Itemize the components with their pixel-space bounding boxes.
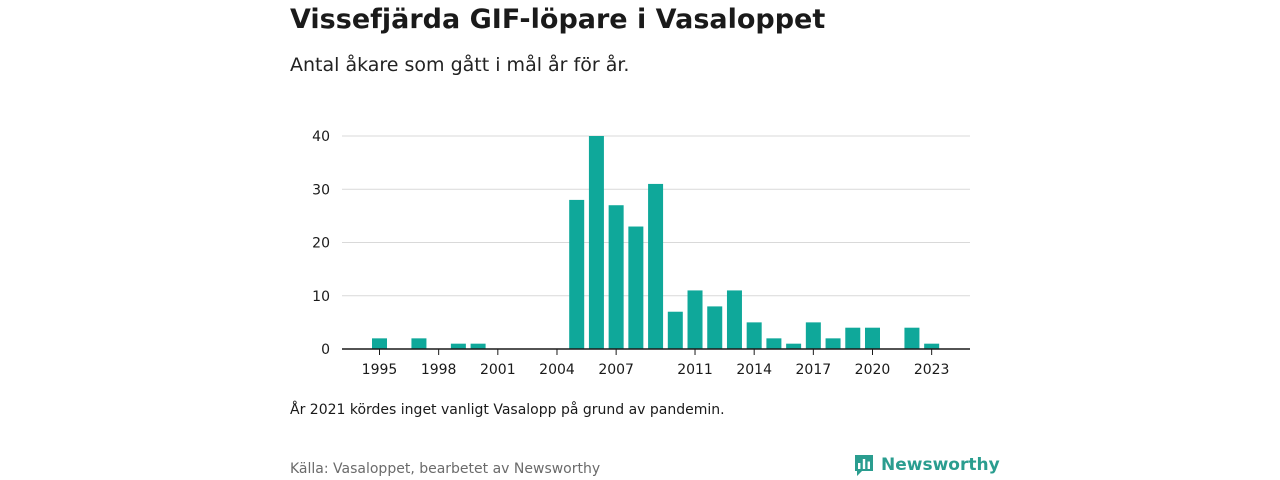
- bar: [766, 338, 782, 349]
- y-tick-label: 30: [312, 182, 330, 198]
- bar: [825, 338, 841, 349]
- source-text: Källa: Vasaloppet, bearbetet av Newswort…: [290, 461, 601, 477]
- brand-name: Newsworthy: [881, 455, 1000, 475]
- bar: [588, 136, 604, 349]
- bar: [667, 311, 683, 349]
- bar: [569, 199, 585, 349]
- bar: [746, 322, 762, 349]
- bar: [726, 290, 742, 349]
- chart-title: Vissefjärda GIF-löpare i Vasaloppet: [290, 4, 826, 35]
- x-tick-label: 2023: [914, 362, 950, 378]
- x-tick-label: 2007: [598, 362, 634, 378]
- newsworthy-logo-icon: [855, 455, 873, 476]
- bar: [924, 343, 940, 349]
- bar-chart: 0 10 20 30 40 1995 1998 2001 2004 2007 2011 2014 201…: [312, 129, 970, 378]
- chart-note: År 2021 kördes inget vanligt Vasalopp på…: [290, 402, 725, 418]
- bar: [865, 327, 880, 349]
- x-tick-label: 2017: [796, 362, 832, 378]
- bar: [372, 338, 387, 349]
- x-tick-label: 2014: [736, 362, 772, 378]
- bar: [470, 343, 486, 349]
- bar: [450, 343, 466, 349]
- chart-subtitle: Antal åkare som gått i mål år för år.: [290, 54, 630, 76]
- x-tick-label: 2004: [539, 362, 575, 378]
- x-tick-label: 2001: [480, 362, 516, 378]
- bar: [805, 322, 821, 349]
- bar: [786, 343, 802, 349]
- x-tick-label: 1995: [362, 362, 398, 378]
- y-tick-label: 40: [312, 129, 330, 145]
- x-tick-label: 1998: [421, 362, 457, 378]
- bar: [687, 290, 703, 349]
- bar: [904, 327, 920, 349]
- bar: [707, 306, 723, 349]
- bar: [845, 327, 861, 349]
- brand-logo: Newsworthy: [853, 452, 1000, 478]
- y-tick-label: 10: [312, 289, 330, 305]
- chart-container: Vissefjärda GIF-löpare i Vasaloppet Anta…: [290, 0, 1000, 480]
- bar: [411, 338, 427, 349]
- x-tick-label: 2011: [677, 362, 713, 378]
- x-tick-label: 2020: [855, 362, 891, 378]
- y-tick-label: 20: [312, 236, 330, 252]
- bar: [648, 183, 664, 349]
- bar: [608, 205, 624, 349]
- bar: [628, 226, 644, 349]
- y-tick-label: 0: [321, 342, 330, 358]
